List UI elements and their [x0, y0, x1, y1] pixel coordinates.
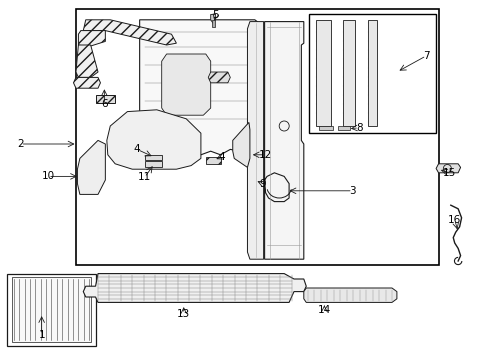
Polygon shape [107, 110, 201, 169]
Text: 8: 8 [356, 123, 363, 133]
Text: 1: 1 [38, 330, 45, 340]
Text: 3: 3 [349, 186, 356, 196]
Polygon shape [78, 31, 105, 47]
Text: 5: 5 [212, 10, 219, 21]
Text: 14: 14 [318, 305, 331, 315]
Polygon shape [318, 126, 333, 130]
Text: 9: 9 [259, 179, 266, 189]
Polygon shape [436, 164, 461, 173]
Text: 6: 6 [101, 99, 108, 109]
Polygon shape [206, 157, 220, 164]
Polygon shape [212, 20, 215, 27]
Polygon shape [74, 77, 100, 88]
Polygon shape [96, 95, 115, 103]
Polygon shape [140, 20, 260, 155]
Polygon shape [368, 20, 377, 126]
Polygon shape [338, 126, 350, 130]
Polygon shape [83, 20, 176, 45]
Text: 2: 2 [17, 139, 24, 149]
Polygon shape [77, 140, 105, 194]
Polygon shape [76, 9, 439, 265]
Polygon shape [247, 22, 264, 259]
Polygon shape [309, 14, 436, 133]
Polygon shape [162, 54, 211, 115]
Polygon shape [7, 274, 96, 346]
Polygon shape [145, 155, 162, 160]
Text: 4: 4 [134, 144, 141, 154]
Text: 13: 13 [177, 309, 191, 319]
Text: 4: 4 [219, 152, 225, 162]
Text: 7: 7 [423, 51, 430, 61]
Polygon shape [83, 274, 306, 302]
Polygon shape [265, 22, 304, 259]
Polygon shape [208, 72, 230, 83]
Polygon shape [12, 277, 91, 342]
Polygon shape [316, 20, 331, 126]
Text: 11: 11 [138, 172, 151, 183]
Polygon shape [76, 45, 98, 77]
Polygon shape [145, 161, 162, 167]
Text: 15: 15 [443, 168, 457, 178]
Polygon shape [211, 14, 216, 23]
Polygon shape [343, 20, 355, 126]
Text: 16: 16 [448, 215, 462, 225]
Polygon shape [233, 122, 250, 167]
Text: 10: 10 [42, 171, 54, 181]
Text: 12: 12 [259, 150, 272, 160]
Polygon shape [304, 288, 397, 302]
